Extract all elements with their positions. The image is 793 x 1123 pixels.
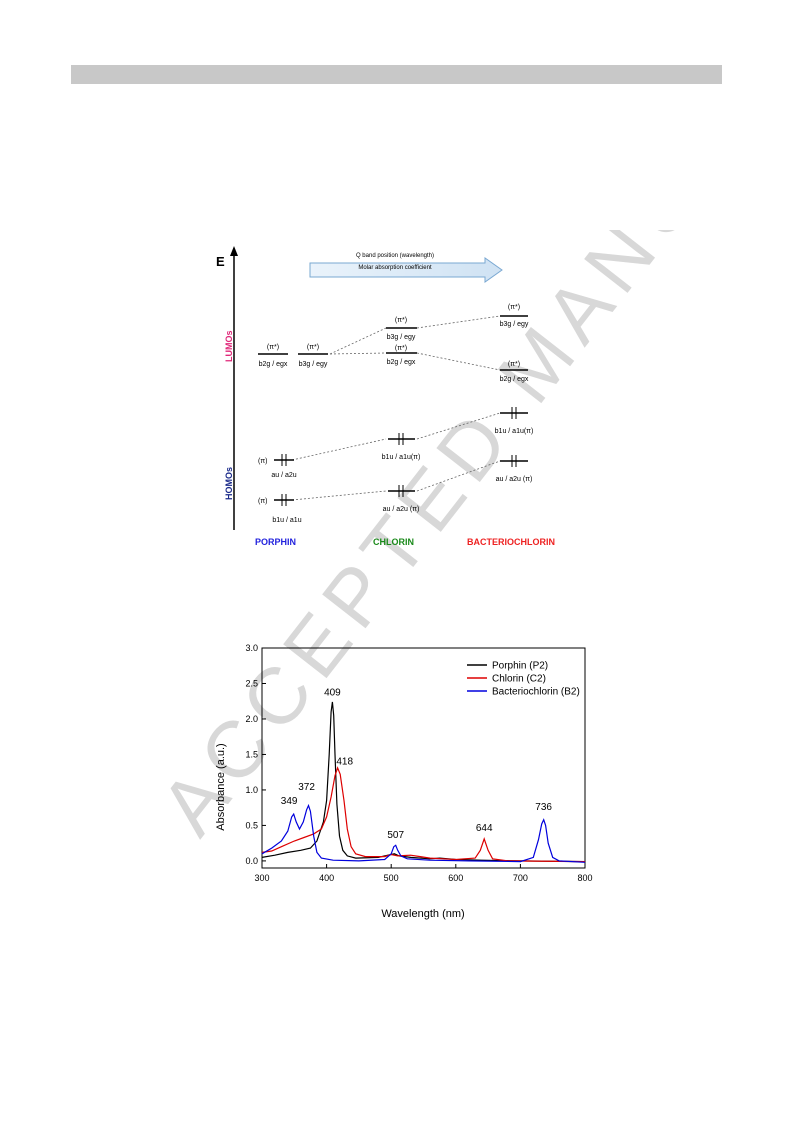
- x-axis-label: Wavelength (nm): [381, 908, 464, 920]
- y-tick-label: 3.0: [245, 643, 258, 653]
- svg-text:(π): (π): [258, 498, 268, 505]
- y-tick-label: 1.0: [245, 785, 258, 795]
- porphin-homo-a1u: (π) b1u / a1u: [258, 494, 302, 524]
- absorbance-chart: Absorbance (a.u.) Wavelength (nm) 300 400…: [215, 643, 593, 920]
- svg-text:(π*): (π*): [395, 345, 407, 352]
- bacteriochlorin-homo-a1u: b1u / a1u(π): [495, 407, 534, 435]
- y-tick-label: 0.5: [245, 820, 258, 830]
- arrow-label-2: Molar absorption coefficient: [358, 265, 432, 271]
- svg-text:b2g / egx: b2g / egx: [500, 376, 529, 383]
- svg-text:b2g / egx: b2g / egx: [259, 361, 288, 368]
- porphin-homo-a2u: (π) au / a2u: [258, 454, 297, 479]
- header-bar: [71, 65, 722, 84]
- chlorin-lumo-egx: (π*) b2g / egx: [386, 345, 417, 366]
- porphin-lumo-egy: (π*) b3g / egy: [298, 344, 328, 368]
- legend-label: Bacteriochlorin (B2): [492, 687, 580, 698]
- arrow-label-1: Q band position (wavelength): [356, 253, 434, 259]
- y-tick-label: 1.5: [245, 749, 258, 759]
- svg-text:(π*): (π*): [395, 317, 407, 324]
- svg-text:b3g / egy: b3g / egy: [500, 321, 529, 328]
- svg-text:au / a2u: au / a2u: [271, 472, 296, 479]
- trend-arrow: [309, 257, 503, 283]
- bacteriochlorin-label: BACTERIOCHLORIN: [467, 537, 555, 547]
- x-tick-label: 300: [254, 873, 269, 883]
- y-axis-label: Absorbance (a.u.): [215, 743, 227, 830]
- svg-text:(π*): (π*): [508, 304, 520, 311]
- x-tick-label: 800: [577, 873, 592, 883]
- x-tick-label: 600: [448, 873, 463, 883]
- porphin-lumo-egx: (π*) b2g / egx: [258, 344, 288, 368]
- y-tick-label: 2.5: [245, 678, 258, 688]
- svg-text:au / a2u (π): au / a2u (π): [496, 476, 533, 483]
- svg-text:b3g / egy: b3g / egy: [299, 361, 328, 368]
- peak-label: 644: [476, 823, 493, 834]
- svg-text:b1u / a1u(π): b1u / a1u(π): [495, 428, 534, 435]
- x-tick-label: 500: [384, 873, 399, 883]
- x-tick-label: 700: [513, 873, 528, 883]
- chlorin-lumo-egy: (π*) b3g / egy: [386, 317, 417, 341]
- legend-label: Porphin (P2): [492, 661, 548, 672]
- svg-text:b1u / a1u(π): b1u / a1u(π): [382, 454, 421, 461]
- bacteriochlorin-lumo-egx: (π*) b2g / egx: [500, 361, 529, 383]
- lumos-label: LUMOs: [224, 331, 234, 363]
- svg-text:b2g / egx: b2g / egx: [387, 359, 416, 366]
- y-tick-label: 0.0: [245, 856, 258, 866]
- peak-label: 349: [281, 796, 298, 807]
- svg-text:(π): (π): [258, 458, 268, 465]
- series-line: [261, 803, 586, 863]
- y-tick-label: 2.0: [245, 714, 258, 724]
- homos-label: HOMOs: [224, 467, 234, 500]
- svg-text:(π*): (π*): [307, 344, 319, 351]
- bacteriochlorin-homo-a2u: au / a2u (π): [496, 455, 533, 483]
- peak-label: 507: [387, 830, 404, 841]
- series-line: [261, 766, 586, 863]
- energy-axis-arrowhead: [230, 246, 238, 256]
- svg-text:(π*): (π*): [508, 361, 520, 368]
- svg-text:au / a2u (π): au / a2u (π): [383, 506, 420, 513]
- bacteriochlorin-lumo-egy: (π*) b3g / egy: [500, 304, 529, 328]
- svg-text:(π*): (π*): [267, 344, 279, 351]
- x-tick-label: 400: [319, 873, 334, 883]
- chlorin-label: CHLORIN: [373, 537, 414, 547]
- peak-label: 736: [535, 802, 552, 813]
- legend-label: Chlorin (C2): [492, 674, 546, 685]
- orbital-energy-diagram: E Q band position (wavelength) Molar abs…: [216, 246, 555, 547]
- peak-label: 372: [298, 782, 315, 793]
- chlorin-homo-a1u: b1u / a1u(π): [382, 433, 421, 461]
- peak-label: 418: [336, 756, 353, 767]
- peak-label: 409: [324, 688, 341, 699]
- chlorin-homo-a2u: au / a2u (π): [383, 485, 420, 513]
- svg-text:b3g / egy: b3g / egy: [387, 334, 416, 341]
- connector-lines: [291, 315, 501, 501]
- plot-frame: [261, 647, 586, 869]
- svg-text:b1u / a1u: b1u / a1u: [272, 517, 301, 524]
- plot-area: 300 400 500 600 700 800 0.0 0.5 1.0 1.5 2.0 2.5 3.0 4…: [245, 643, 592, 883]
- energy-label: E: [216, 254, 225, 269]
- porphin-label: PORPHIN: [255, 537, 296, 547]
